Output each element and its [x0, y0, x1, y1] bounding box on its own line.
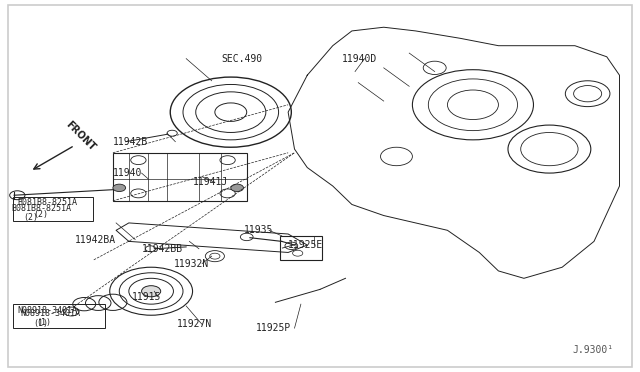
Text: 11942BB: 11942BB — [141, 244, 182, 254]
Text: 11942BA: 11942BA — [75, 234, 116, 244]
Text: J.9300¹: J.9300¹ — [572, 345, 613, 355]
Text: 11932N: 11932N — [173, 259, 209, 269]
Text: (1): (1) — [33, 319, 48, 328]
Text: 11925P: 11925P — [256, 323, 292, 333]
Text: 11941J: 11941J — [193, 177, 228, 187]
Text: 11927N: 11927N — [177, 320, 212, 330]
Bar — [13, 197, 93, 221]
Text: B081B8-8251A: B081B8-8251A — [17, 198, 77, 207]
Text: 11935: 11935 — [244, 225, 273, 235]
Text: B081B8-8251A: B081B8-8251A — [11, 203, 71, 213]
Circle shape — [141, 286, 161, 297]
Bar — [280, 236, 322, 260]
Text: N08918-3401A: N08918-3401A — [17, 306, 77, 315]
Text: 11942B: 11942B — [113, 137, 148, 147]
Text: 11940: 11940 — [113, 168, 142, 178]
Text: (1): (1) — [36, 318, 51, 327]
Text: 11925E: 11925E — [288, 240, 323, 250]
Text: FRONT: FRONT — [64, 119, 97, 153]
Text: (2): (2) — [24, 213, 38, 222]
Text: (2): (2) — [33, 210, 48, 219]
Polygon shape — [288, 27, 620, 278]
Text: 11915: 11915 — [132, 292, 161, 302]
Circle shape — [113, 184, 125, 192]
Bar — [113, 153, 246, 201]
Text: N08918-3401A: N08918-3401A — [20, 309, 81, 318]
Text: 11940D: 11940D — [342, 54, 378, 64]
Bar — [13, 304, 105, 328]
Text: SEC.490: SEC.490 — [221, 54, 262, 64]
Circle shape — [231, 184, 244, 192]
